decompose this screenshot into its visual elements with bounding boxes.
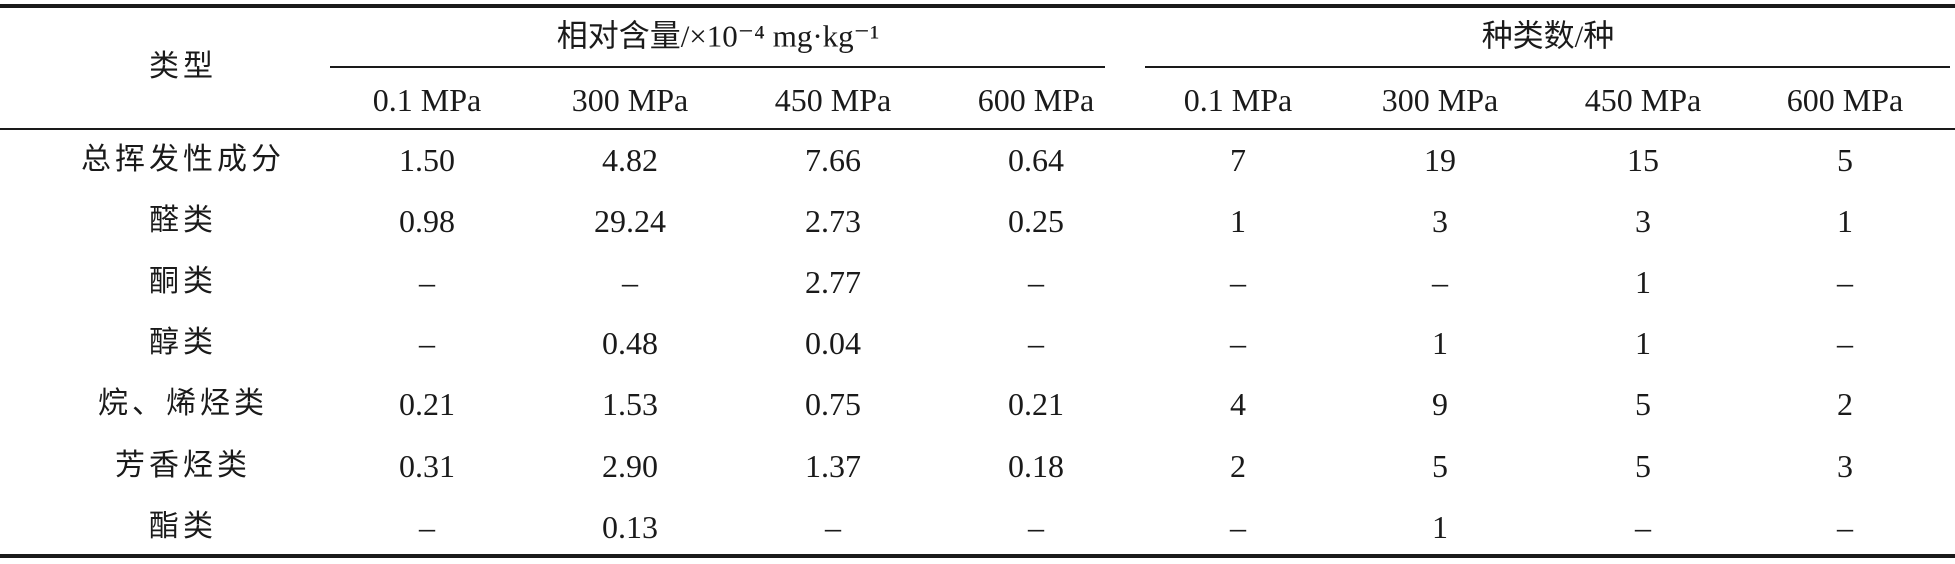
table-cell: 5: [1635, 448, 1651, 484]
table-cell: 0.25: [1008, 203, 1064, 239]
table-cell: 3: [1432, 203, 1448, 239]
row-label: 总挥发性成分: [81, 142, 285, 177]
table-cell: 1: [1837, 203, 1853, 239]
table-cell: 1: [1432, 509, 1448, 545]
table-top-rule: [0, 4, 1955, 8]
table-cell: 0.31: [399, 448, 455, 484]
table-cell: –: [622, 264, 638, 300]
group-rule-species-count: [1145, 66, 1950, 68]
table-cell: 2.77: [805, 264, 861, 300]
table-cell: –: [1230, 509, 1246, 545]
table-cell: –: [1837, 264, 1853, 300]
table-cell: 1: [1635, 264, 1651, 300]
table-cell: 1: [1635, 325, 1651, 361]
row-label: 酮类: [149, 264, 217, 299]
table-cell: 7: [1230, 142, 1246, 178]
table-cell: 7.66: [805, 142, 861, 178]
table-cell: 9: [1432, 386, 1448, 422]
table-cell: 1.37: [805, 448, 861, 484]
table-cell: 2: [1837, 386, 1853, 422]
table-cell: 0.21: [399, 386, 455, 422]
table-cell: –: [419, 264, 435, 300]
table-cell: 2: [1230, 448, 1246, 484]
table-cell: 4.82: [602, 142, 658, 178]
pressure-column-header: 600 MPa: [1786, 82, 1904, 118]
table-cell: 0.13: [602, 509, 658, 545]
table-cell: 15: [1627, 142, 1659, 178]
table-cell: 5: [1432, 448, 1448, 484]
table-cell: 2.73: [805, 203, 861, 239]
table-cell: –: [1230, 325, 1246, 361]
pressure-column-header: 300 MPa: [1381, 82, 1499, 118]
table-cell: 1: [1230, 203, 1246, 239]
row-label: 酯类: [149, 509, 217, 544]
table-cell: –: [419, 509, 435, 545]
table-cell: –: [419, 325, 435, 361]
row-label: 醛类: [149, 203, 217, 238]
table-cell: –: [1837, 325, 1853, 361]
table-cell: 1: [1432, 325, 1448, 361]
table-cell: –: [1028, 325, 1044, 361]
table-cell: 19: [1424, 142, 1456, 178]
pressure-column-header: 600 MPa: [977, 82, 1095, 118]
group-header-species-count: 种类数/种: [1481, 18, 1615, 54]
table-cell: 0.75: [805, 386, 861, 422]
table-cell: –: [1635, 509, 1651, 545]
table-cell: –: [1432, 264, 1448, 300]
table-cell: 4: [1230, 386, 1246, 422]
table-cell: 29.24: [594, 203, 666, 239]
table-cell: –: [825, 509, 841, 545]
table-cell: –: [1028, 264, 1044, 300]
table-cell: –: [1028, 509, 1044, 545]
table-cell: 0.18: [1008, 448, 1064, 484]
table-cell: 0.04: [805, 325, 861, 361]
table-cell: 0.48: [602, 325, 658, 361]
table-cell: –: [1837, 509, 1853, 545]
table-cell: 1.53: [602, 386, 658, 422]
row-label: 醇类: [149, 325, 217, 360]
table-cell: 3: [1837, 448, 1853, 484]
table-cell: 0.21: [1008, 386, 1064, 422]
table-cell: 0.64: [1008, 142, 1064, 178]
pressure-column-header: 450 MPa: [1584, 82, 1702, 118]
group-header-relative-content: 相对含量/×10⁻⁴ mg·kg⁻¹: [556, 18, 880, 54]
table-cell: 3: [1635, 203, 1651, 239]
pressure-column-header: 0.1 MPa: [372, 82, 482, 118]
table-cell: 5: [1837, 142, 1853, 178]
group-rule-relative-content: [330, 66, 1105, 68]
table-cell: 0.98: [399, 203, 455, 239]
table-cell: 5: [1635, 386, 1651, 422]
row-label: 芳香烃类: [115, 448, 251, 483]
table-cell: 1.50: [399, 142, 455, 178]
pressure-column-header: 300 MPa: [571, 82, 689, 118]
table-bottom-rule: [0, 554, 1955, 558]
pressure-column-header: 0.1 MPa: [1183, 82, 1293, 118]
type-column-header: 类型: [149, 49, 217, 84]
row-label: 烷、烯烃类: [98, 386, 268, 421]
pressure-column-header: 450 MPa: [774, 82, 892, 118]
header-bottom-rule: [0, 128, 1955, 130]
table-cell: –: [1230, 264, 1246, 300]
table-cell: 2.90: [602, 448, 658, 484]
